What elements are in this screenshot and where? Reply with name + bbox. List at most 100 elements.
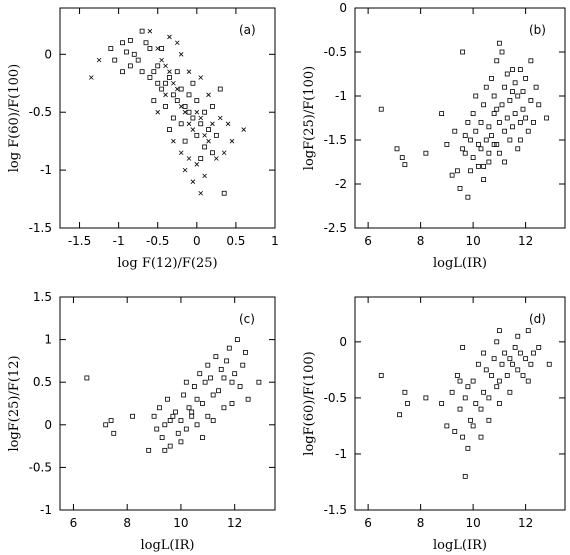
- square-marker: [523, 115, 529, 121]
- square-marker: [178, 121, 184, 127]
- square-marker: [452, 429, 458, 434]
- square-marker: [159, 86, 165, 92]
- square-marker: [198, 121, 204, 127]
- square-marker: [183, 426, 189, 432]
- square-marker: [520, 89, 526, 94]
- square-marker: [533, 84, 539, 90]
- square-marker: [462, 133, 468, 139]
- cross-marker: [182, 109, 188, 115]
- square-marker: [473, 128, 479, 134]
- x-tick-label: 10: [465, 516, 480, 530]
- y-tick-label: -1.5: [324, 133, 347, 147]
- square-marker: [194, 98, 200, 104]
- square-marker: [520, 106, 526, 112]
- square-marker: [457, 378, 463, 384]
- x-tick-label: 12: [518, 234, 533, 248]
- square-marker: [465, 120, 471, 125]
- square-marker: [111, 430, 117, 436]
- panel-b: 6 8 10 12 -2.5 -2 -1.5 -1 -0.5 0 logL(IR) logF(25)/…: [302, 1, 566, 271]
- square-marker: [151, 98, 157, 104]
- square-marker: [502, 159, 508, 165]
- square-marker: [127, 63, 133, 69]
- square-marker: [167, 443, 173, 449]
- square-marker: [167, 418, 173, 423]
- square-marker: [182, 138, 188, 144]
- square-marker: [470, 423, 476, 429]
- plot-frame: [354, 7, 566, 229]
- square-marker: [170, 92, 176, 98]
- square-marker: [507, 389, 513, 395]
- square-marker: [402, 389, 408, 395]
- x-tick-label: 10: [465, 234, 480, 248]
- square-marker: [216, 388, 221, 394]
- square-marker: [528, 98, 534, 103]
- y-tick-label: -1.5: [29, 221, 52, 235]
- square-marker: [478, 434, 484, 440]
- y-tick-label: -2: [335, 177, 347, 191]
- cross-marker: [210, 121, 215, 127]
- square-marker: [444, 423, 450, 429]
- square-marker: [517, 120, 523, 125]
- cross-marker: [96, 57, 102, 63]
- panel-label: (c): [239, 312, 255, 326]
- square-marker: [224, 358, 230, 364]
- x-axis-label: log F(12)/F(25): [117, 256, 217, 271]
- square-marker: [210, 104, 215, 109]
- x-tick-label: 6: [70, 516, 78, 530]
- square-marker: [155, 63, 161, 69]
- y-tick-label: 1.5: [33, 290, 52, 304]
- square-marker: [525, 378, 531, 384]
- square-marker: [232, 371, 238, 377]
- plot-frame: [354, 296, 566, 511]
- square-marker: [496, 328, 502, 334]
- x-tick-label: 0.5: [226, 234, 245, 248]
- square-marker: [460, 146, 466, 152]
- square-marker: [174, 69, 180, 75]
- square-marker: [478, 406, 484, 412]
- square-marker: [481, 163, 487, 169]
- square-marker: [103, 422, 109, 428]
- square-marker: [108, 418, 114, 423]
- cross-marker: [241, 127, 247, 132]
- square-marker: [489, 133, 494, 139]
- square-marker: [483, 367, 489, 373]
- cross-marker: [186, 156, 192, 161]
- square-marker: [190, 80, 196, 86]
- square-marker: [494, 384, 500, 390]
- y-tick-label: -1: [40, 163, 52, 177]
- x-tick-label: 0: [193, 234, 201, 248]
- square-marker: [507, 98, 513, 103]
- square-marker: [397, 412, 403, 418]
- square-marker: [402, 162, 408, 168]
- cross-marker: [163, 92, 168, 98]
- square-marker: [512, 80, 518, 86]
- square-marker: [452, 128, 458, 134]
- square-marker: [194, 132, 200, 138]
- square-marker: [189, 409, 195, 415]
- panel-label: (b): [529, 23, 546, 37]
- square-marker: [486, 124, 492, 130]
- square-marker: [515, 367, 521, 373]
- y-tick-label: 0: [339, 335, 347, 349]
- square-marker: [496, 150, 502, 156]
- square-marker: [146, 447, 152, 453]
- square-marker: [197, 371, 203, 377]
- square-marker: [460, 49, 466, 55]
- square-marker: [243, 349, 248, 355]
- square-marker: [468, 137, 473, 143]
- square-marker: [504, 115, 510, 121]
- square-marker: [124, 49, 129, 55]
- square-marker: [489, 76, 494, 81]
- square-marker: [528, 58, 534, 64]
- square-marker: [139, 69, 145, 75]
- square-marker: [502, 84, 508, 90]
- square-marker: [496, 120, 502, 125]
- square-marker: [221, 190, 227, 196]
- cross-marker: [194, 162, 200, 167]
- square-marker: [494, 141, 500, 147]
- square-marker: [194, 396, 200, 402]
- cross-marker: [198, 115, 204, 121]
- y-axis-label: logF(25)/F(12): [7, 355, 22, 451]
- x-tick-label: -1: [113, 234, 125, 248]
- square-marker: [481, 177, 487, 183]
